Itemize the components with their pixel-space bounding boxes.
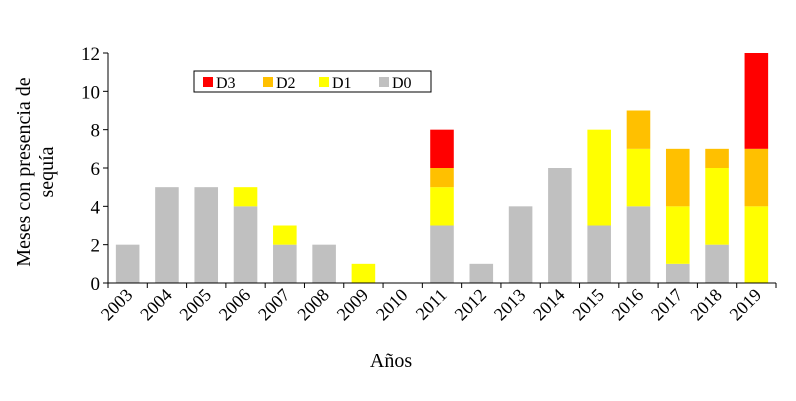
x-tick-label-2011: 2011 [412,285,451,324]
x-tick-label-2010: 2010 [372,285,412,325]
x-tick-label-2013: 2013 [490,285,530,325]
x-tick-label-2008: 2008 [293,285,333,325]
bar-segment-d2-2018 [705,148,729,168]
x-tick-label-2012: 2012 [451,285,491,325]
legend-label-d1: D1 [332,75,352,92]
bar-segment-d1-2011 [430,187,454,226]
bar-segment-d0-2003 [115,244,140,283]
bar-segment-d2-2017 [665,148,690,207]
bar-segment-d0-2012 [469,263,494,283]
y-axis-title-line-2: sequía [36,146,58,197]
bar-segment-d0-2015 [587,225,611,283]
x-tick-label-2003: 2003 [97,285,137,325]
x-tick-label-2004: 2004 [136,285,176,325]
bar-segment-d3-2019 [744,53,769,149]
x-tick-label-2019: 2019 [726,285,766,325]
legend-swatch-d0 [379,77,389,87]
bar-segment-d0-2008 [312,244,336,283]
legend: D3 D2 D1 D0 [193,70,432,93]
bar-segment-d0-2007 [273,244,297,283]
x-tick-label-2005: 2005 [175,285,215,325]
bar-segment-d1-2016 [626,148,651,207]
bar-segment-d0-2011 [430,225,454,283]
y-tick-label: 10 [81,82,100,103]
bar-segment-d0-2017 [665,263,690,283]
legend-label-d0: D0 [392,75,412,92]
bar-segment-d0-2006 [233,206,258,283]
x-tick-label-2007: 2007 [254,285,294,325]
bar-segment-d1-2007 [273,225,297,245]
bar-segment-d0-2018 [705,244,729,283]
bar-segment-d2-2011 [430,168,454,188]
bar-segment-d1-2017 [665,206,690,264]
bar-layer [115,53,769,283]
legend-label-d3: D3 [216,75,236,92]
bar-segment-d1-2019 [744,206,769,283]
bar-segment-d0-2005 [194,187,219,283]
bar-segment-d1-2015 [587,129,611,226]
y-tick-label: 4 [91,197,101,218]
bar-segment-d0-2013 [508,206,533,283]
x-tick-label-2016: 2016 [608,285,648,325]
y-tick-label: 8 [91,121,101,142]
x-tick-label-2018: 2018 [686,285,726,325]
legend-swatch-d2 [263,77,273,87]
legend-swatch-d3 [203,77,213,87]
bar-segment-d0-2004 [155,187,179,283]
y-tick-label: 6 [91,159,101,180]
bar-segment-d1-2009 [351,263,376,283]
legend-label-d2: D2 [276,75,296,92]
x-tick-label-2017: 2017 [647,285,687,325]
bar-segment-d1-2006 [233,187,258,207]
bar-segment-d1-2018 [705,168,729,245]
y-axis-title: Meses con presencia de sequía [13,77,58,266]
bar-segment-d2-2019 [744,148,769,207]
legend-box [193,70,432,93]
x-tick-label-2009: 2009 [333,285,373,325]
bar-segment-d0-2016 [626,206,651,283]
x-axis-title: Años [370,350,412,372]
y-tick-label: 0 [91,274,101,295]
bar-segment-d0-2014 [548,168,572,283]
y-axis-title-line-1: Meses con presencia de [13,77,35,266]
bar-segment-d2-2016 [626,110,651,149]
legend-swatch-d1 [319,77,329,87]
y-tick-label: 2 [91,236,101,257]
x-tick-label-2015: 2015 [568,285,608,325]
x-tick-label-2014: 2014 [529,285,569,325]
x-tick-label-2006: 2006 [215,285,255,325]
y-tick-label: 12 [81,44,100,65]
bar-segment-d3-2011 [430,129,454,168]
